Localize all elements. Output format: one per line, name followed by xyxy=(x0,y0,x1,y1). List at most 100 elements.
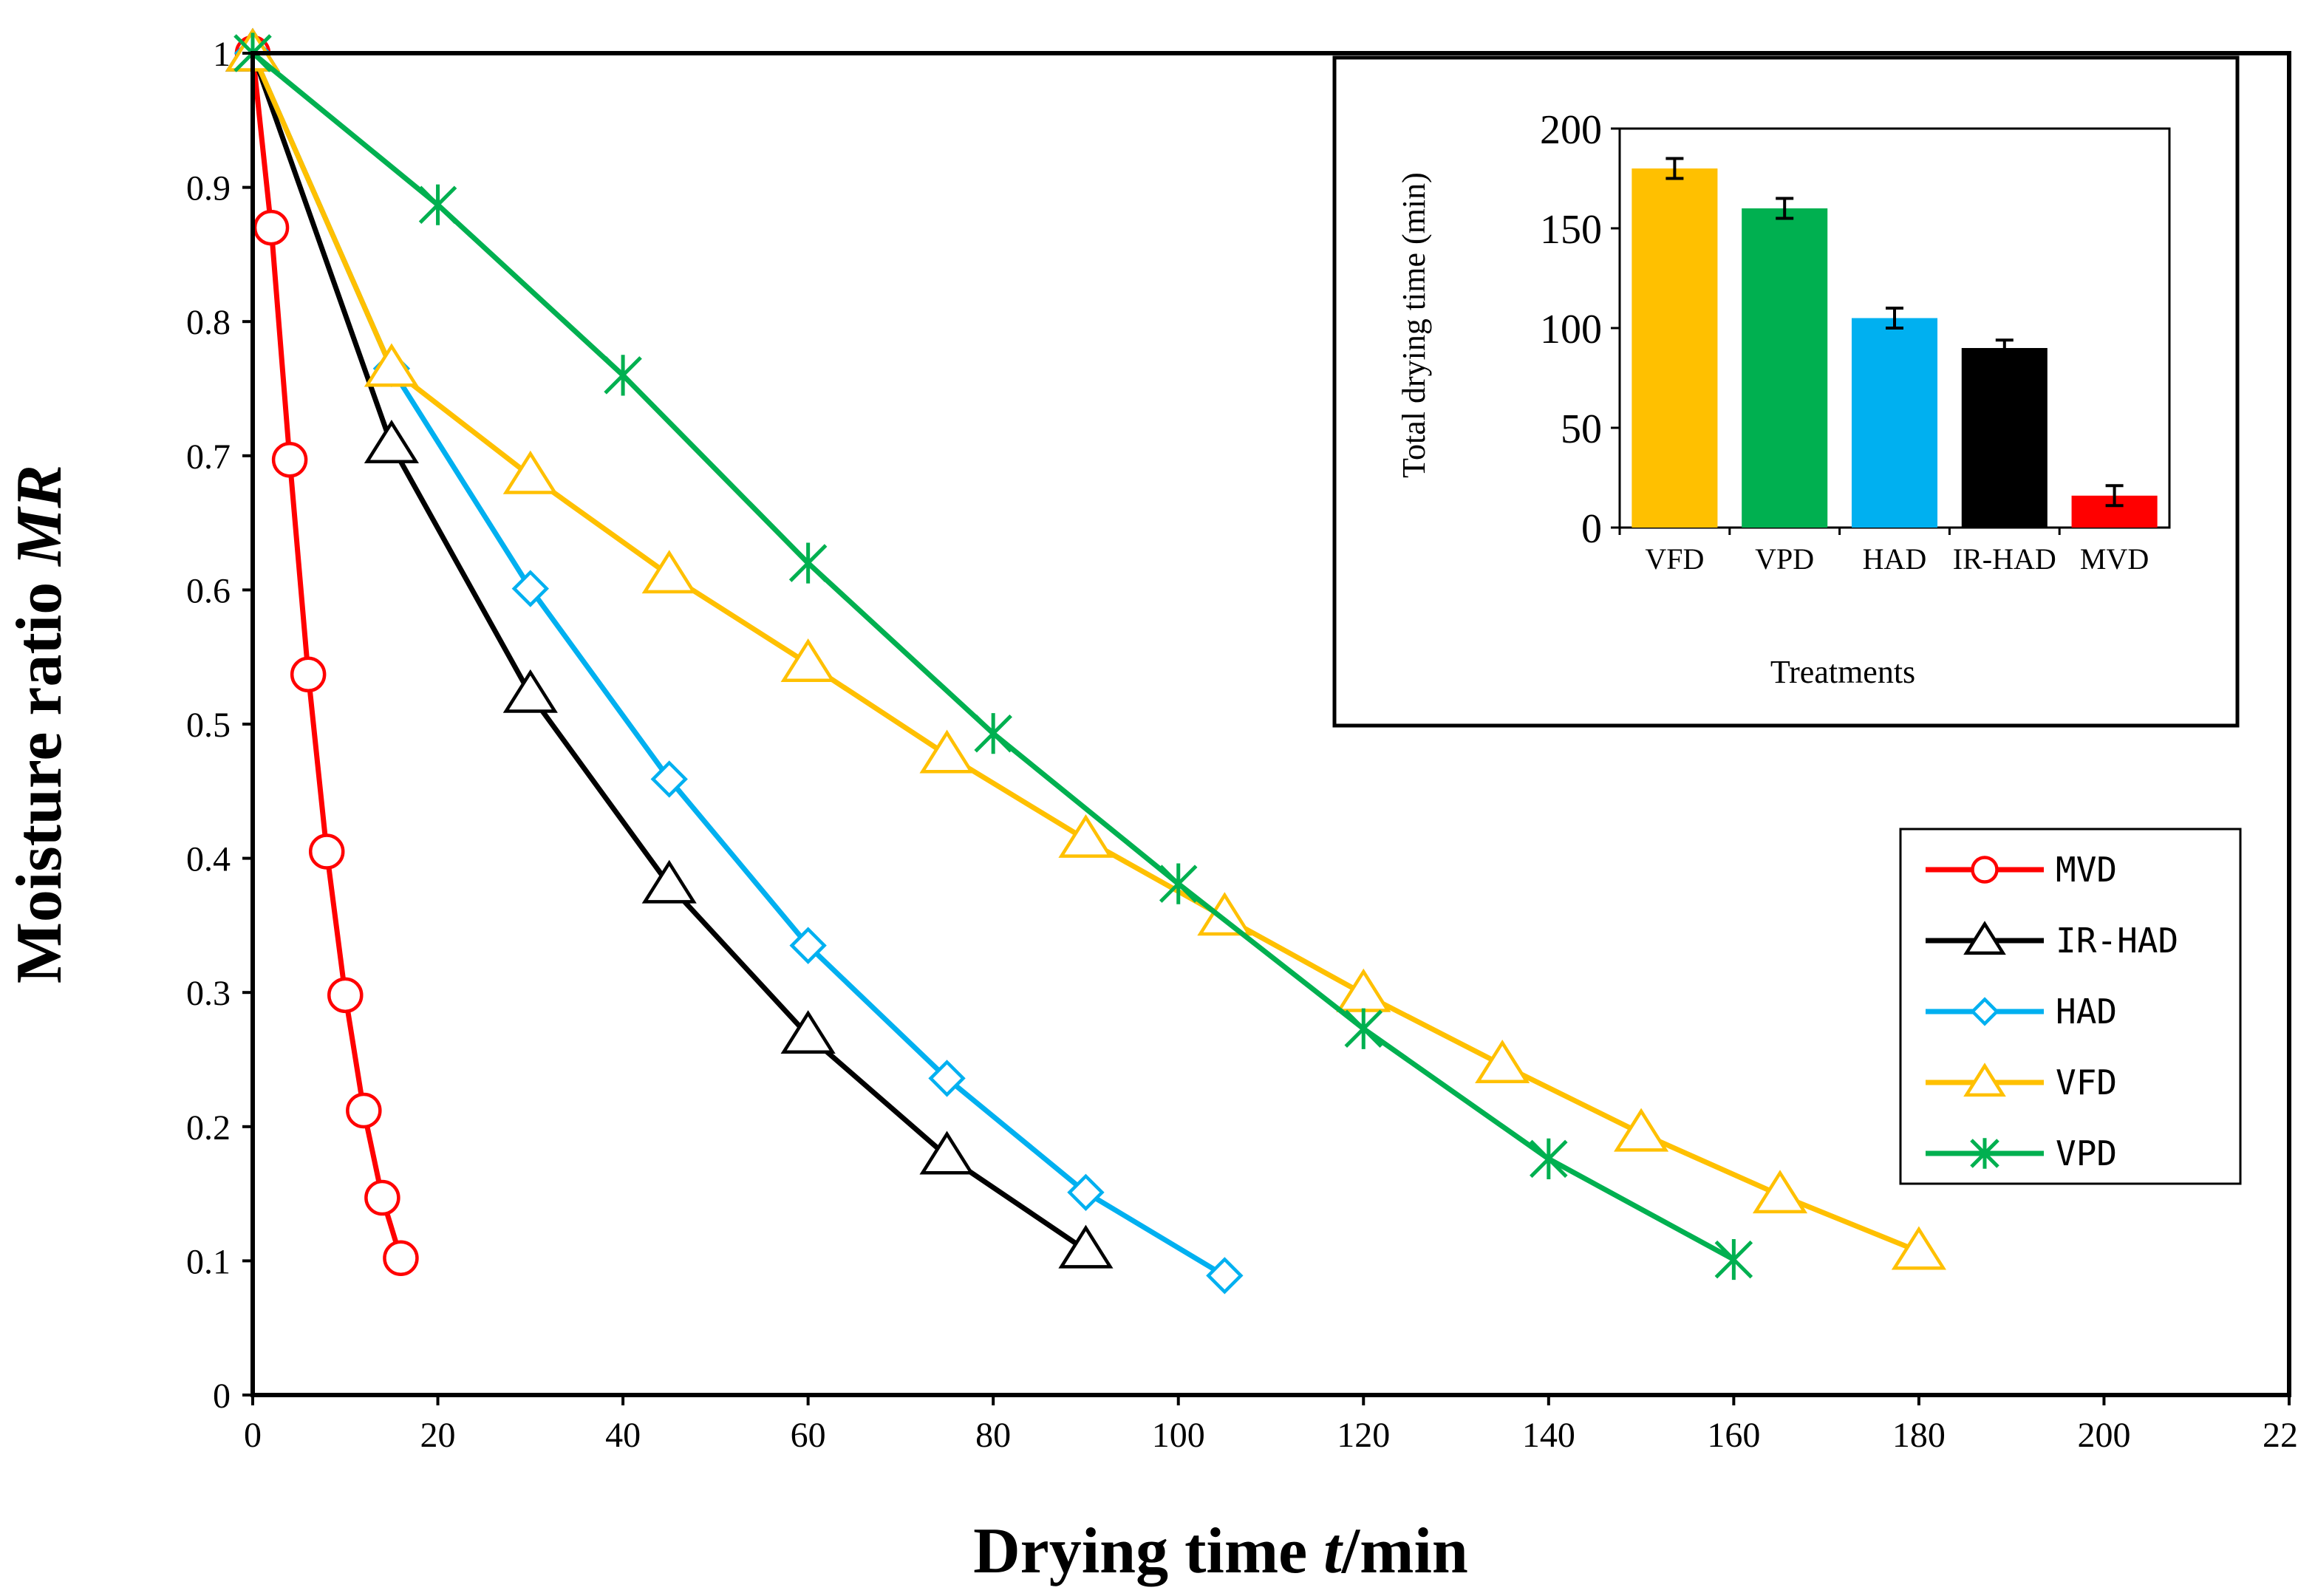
inset-y-axis-title: Total drying time (min) xyxy=(1396,172,1432,478)
legend-label-vfd: VFD xyxy=(2056,1063,2117,1102)
legend-item-ir-had: IR-HAD xyxy=(1926,921,2178,961)
vpd-marker-8 xyxy=(1714,1238,1753,1280)
vfd-marker-1 xyxy=(364,343,419,387)
inset-bar-ir-had xyxy=(1961,348,2048,528)
y-tick-label-0.7: 0.7 xyxy=(186,437,231,477)
had-marker-2 xyxy=(511,570,550,607)
vfd-marker-7 xyxy=(1197,892,1252,936)
legend-label-ir-had: IR-HAD xyxy=(2056,921,2178,961)
inset-x-tick-label-ir-had: IR-HAD xyxy=(1953,542,2056,576)
x-tick-label-220: 220 xyxy=(2263,1416,2298,1455)
legend-item-vpd: VPD xyxy=(1926,1133,2117,1173)
y-tick-label-0.9: 0.9 xyxy=(186,169,231,208)
inset-y-tick-label-200: 200 xyxy=(1540,107,1602,153)
ir-had-marker-1 xyxy=(364,420,419,464)
inset-error-bar-mvd xyxy=(2105,484,2124,508)
series-vpd xyxy=(233,33,1753,1280)
x-tick-label-60: 60 xyxy=(791,1416,826,1455)
y-tick-label-0.2: 0.2 xyxy=(186,1108,231,1147)
vfd-marker-10 xyxy=(1614,1108,1669,1152)
x-tick-label-120: 120 xyxy=(1337,1416,1390,1455)
inset-chart: 0 50 100 150 200 VFD VPD HAD IR-HAD MVD Total dry… xyxy=(1332,55,2240,728)
legend-item-mvd: MVD xyxy=(1926,850,2117,890)
inset-y-tick-label-150: 150 xyxy=(1540,207,1602,253)
legend-vpd-marker-0 xyxy=(1970,1138,1999,1169)
vpd-marker-2 xyxy=(604,355,642,396)
legend-item-had: HAD xyxy=(1926,992,2117,1031)
y-tick-label-0.8: 0.8 xyxy=(186,303,231,342)
legend-label-had: HAD xyxy=(2056,992,2117,1031)
vpd-marker-7 xyxy=(1530,1138,1568,1179)
vpd-marker-1 xyxy=(418,184,457,225)
vpd-marker-6 xyxy=(1344,1008,1383,1049)
had-marker-3 xyxy=(650,760,688,798)
had-marker-6 xyxy=(1067,1173,1105,1211)
x-tick-label-200: 200 xyxy=(2077,1416,2130,1455)
x-tick-label-160: 160 xyxy=(1707,1416,1760,1455)
legend-mvd-marker-0 xyxy=(1971,856,1999,884)
inset-x-tick-label-vfd: VFD xyxy=(1645,542,1704,576)
vfd-marker-3 xyxy=(641,550,697,594)
ir-had-marker-2 xyxy=(502,669,558,713)
y-tick-label-0: 0 xyxy=(213,1377,231,1416)
vfd-marker-4 xyxy=(780,638,836,683)
inset-y-tick-label-0: 0 xyxy=(1581,506,1602,552)
legend-had-marker-0 xyxy=(1970,997,1999,1026)
ir-had-marker-5 xyxy=(919,1130,975,1175)
mvd-marker-7 xyxy=(364,1179,400,1216)
legend-box xyxy=(1899,828,2242,1185)
vpd-marker-3 xyxy=(788,542,828,584)
legend-vfd-marker-0 xyxy=(1963,1063,2006,1097)
inset-x-tick-label-vpd: VPD xyxy=(1755,542,1814,576)
inset-y-tick-label-100: 100 xyxy=(1540,307,1602,352)
series-line-had xyxy=(250,52,1227,1278)
y-axis-title: Moisture ratio MR xyxy=(4,465,75,983)
vfd-marker-5 xyxy=(919,729,975,774)
x-tick-label-80: 80 xyxy=(975,1416,1011,1455)
vfd-marker-9 xyxy=(1475,1040,1530,1084)
mvd-marker-8 xyxy=(383,1240,419,1277)
mvd-marker-5 xyxy=(327,977,364,1014)
inset-x-axis-title: Treatments xyxy=(1770,654,1915,690)
inset-bar-vfd xyxy=(1632,168,1718,528)
legend-label-vpd: VPD xyxy=(2056,1133,2117,1173)
x-tick-label-20: 20 xyxy=(420,1416,456,1455)
inset-error-bar-vfd xyxy=(1665,157,1684,180)
inset-bar-vpd xyxy=(1742,208,1828,528)
vfd-marker-2 xyxy=(502,450,558,494)
y-tick-label-0.1: 0.1 xyxy=(186,1242,231,1281)
x-tick-label-100: 100 xyxy=(1152,1416,1205,1455)
x-tick-label-40: 40 xyxy=(605,1416,641,1455)
had-marker-7 xyxy=(1206,1257,1244,1295)
x-tick-label-0: 0 xyxy=(244,1416,262,1455)
y-tick-label-0.4: 0.4 xyxy=(186,840,231,879)
ir-had-marker-4 xyxy=(780,1010,836,1054)
inset-y-tick-label-50: 50 xyxy=(1561,406,1602,452)
ir-had-marker-3 xyxy=(641,859,697,904)
x-tick-label-140: 140 xyxy=(1522,1416,1575,1455)
had-marker-5 xyxy=(928,1060,966,1097)
vfd-marker-6 xyxy=(1058,814,1114,858)
x-tick-label-180: 180 xyxy=(1892,1416,1946,1455)
legend-label-mvd: MVD xyxy=(2056,850,2117,890)
y-tick-label-0.6: 0.6 xyxy=(186,571,231,610)
inset-x-tick-label-had: HAD xyxy=(1863,542,1927,576)
y-tick-label-0.5: 0.5 xyxy=(186,706,231,745)
inset-bar-had xyxy=(1851,318,1938,528)
vpd-marker-4 xyxy=(974,713,1012,754)
legend: MVD IR-HAD HAD VFD VPD xyxy=(1899,828,2242,1185)
legend-item-vfd: VFD xyxy=(1926,1063,2117,1102)
ir-had-marker-6 xyxy=(1058,1224,1114,1269)
mvd-marker-2 xyxy=(271,441,308,478)
had-marker-4 xyxy=(789,927,827,964)
inset-error-bar-vpd xyxy=(1776,197,1794,220)
x-axis-title: Drying time t/min xyxy=(973,1515,1468,1587)
inset-x-tick-label-mvd: MVD xyxy=(2080,542,2149,576)
mvd-marker-1 xyxy=(253,209,290,246)
inset-error-bar-had xyxy=(1886,307,1903,330)
mvd-marker-4 xyxy=(308,833,345,870)
vfd-marker-11 xyxy=(1752,1170,1808,1214)
legend-ir-had-marker-0 xyxy=(1963,921,2006,955)
vpd-marker-5 xyxy=(1159,863,1198,904)
mvd-marker-3 xyxy=(290,656,327,693)
